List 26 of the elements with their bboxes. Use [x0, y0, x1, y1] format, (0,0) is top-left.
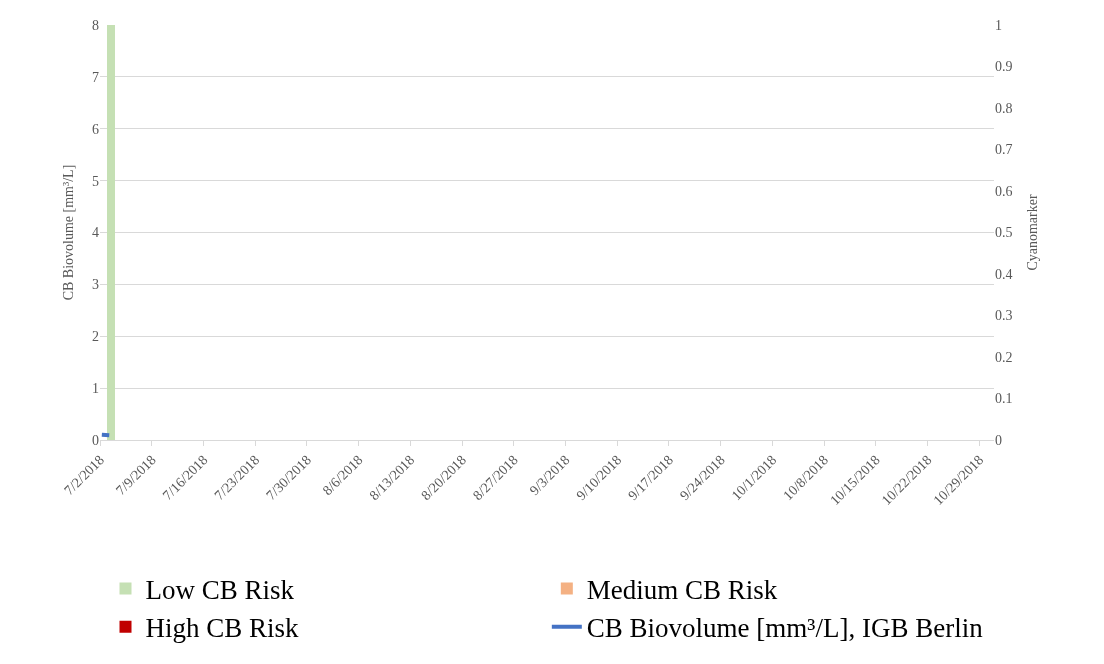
y2-tick-label: 0.7 [995, 142, 1013, 158]
y2-tick-label: 0.2 [995, 349, 1013, 365]
y2-tick-label: 0.8 [995, 100, 1013, 116]
y2-axis-title: Cyanomarker [1024, 194, 1040, 271]
legend-label: High CB Risk [145, 613, 300, 644]
y2-tick-label: 0.6 [995, 183, 1013, 199]
y-tick-label: 4 [92, 225, 99, 241]
y-tick-label: 6 [92, 121, 99, 137]
y-tick-label: 7 [92, 69, 99, 85]
legend-label: Medium CB Risk [586, 575, 778, 606]
y-tick-label: 2 [92, 329, 99, 345]
y2-tick-label: 0.9 [995, 59, 1013, 75]
y-tick-label: 5 [92, 173, 99, 189]
y-tick-label: 3 [92, 277, 99, 293]
y2-tick-label: 0.3 [995, 308, 1013, 324]
y2-tick-label: 0.4 [995, 266, 1013, 282]
legend-label: Low CB Risk [145, 575, 295, 606]
y2-tick-label: 1 [995, 17, 1002, 33]
y-tick-label: 8 [92, 17, 99, 33]
legend-label: CB Biovolume [mm³/L], IGB Berlin [586, 613, 984, 644]
y-tick-label: 0 [92, 432, 99, 448]
y-axis-title: CB Biovolume [mm³/L] [60, 164, 76, 301]
y2-tick-label: 0 [995, 432, 1002, 448]
y-tick-label: 1 [92, 381, 99, 397]
y2-tick-label: 0.1 [995, 391, 1013, 407]
y2-tick-label: 0.5 [995, 225, 1013, 241]
